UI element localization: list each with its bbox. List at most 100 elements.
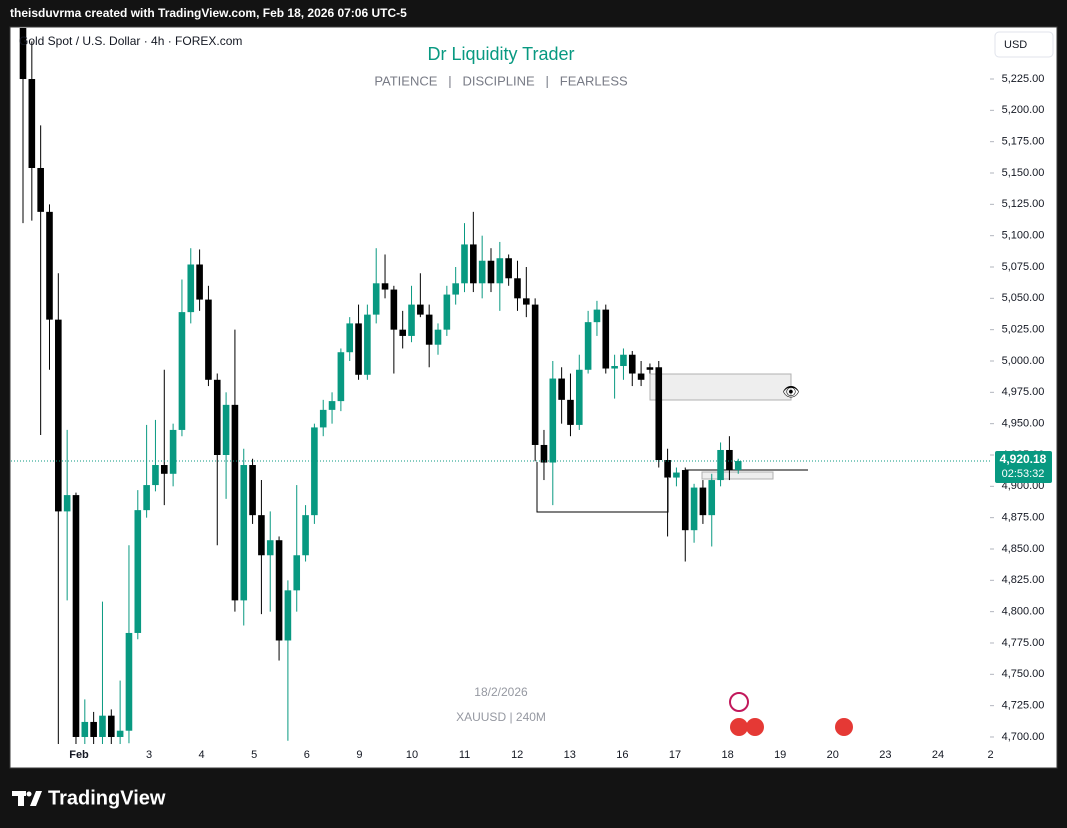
candle-body bbox=[372, 283, 380, 315]
x-tick-label: 5 bbox=[251, 749, 257, 761]
y-tick-label: 5,100.00 bbox=[1002, 230, 1045, 242]
x-tick-label: 13 bbox=[564, 749, 576, 761]
x-tick-label: 24 bbox=[932, 749, 944, 761]
zone-box bbox=[649, 373, 792, 401]
candle-body bbox=[46, 211, 53, 320]
candle-body bbox=[258, 515, 265, 556]
candle-body bbox=[655, 367, 663, 461]
brand-logo bbox=[12, 791, 42, 806]
candle-body bbox=[549, 378, 557, 463]
candle-body bbox=[28, 79, 36, 168]
chart-title: Dr Liquidity Trader bbox=[427, 44, 574, 64]
candle-body bbox=[311, 427, 318, 516]
candle-body bbox=[143, 485, 150, 511]
candle-body bbox=[734, 461, 742, 471]
y-tick-label: 5,075.00 bbox=[1002, 261, 1045, 273]
candle-body bbox=[567, 399, 574, 425]
candle-body bbox=[213, 379, 221, 455]
candle-body bbox=[293, 555, 301, 591]
candle-body bbox=[443, 294, 451, 330]
zone-box bbox=[701, 471, 774, 480]
candle-body bbox=[390, 289, 398, 330]
event-icon[interactable] bbox=[729, 692, 749, 712]
candle-body bbox=[134, 510, 142, 633]
candle-body bbox=[628, 354, 636, 374]
candle-body bbox=[152, 465, 159, 486]
candle-body bbox=[487, 260, 495, 284]
x-tick-label: 17 bbox=[669, 749, 681, 761]
candle-body bbox=[523, 298, 530, 305]
event-icon[interactable] bbox=[835, 718, 853, 736]
candle-body bbox=[284, 590, 292, 641]
x-tick-label: 4 bbox=[199, 749, 205, 761]
candle-body bbox=[478, 260, 486, 284]
candle-body bbox=[461, 244, 468, 284]
candle-body bbox=[540, 444, 548, 463]
last-price-box bbox=[995, 451, 1052, 484]
candle-body bbox=[108, 715, 115, 737]
countdown: 02:53:32 bbox=[1002, 468, 1045, 480]
candle-body bbox=[63, 495, 71, 512]
candle-body bbox=[116, 730, 124, 737]
candle-body bbox=[266, 540, 274, 556]
x-tick-label: 6 bbox=[304, 749, 310, 761]
candle-body bbox=[496, 258, 504, 284]
watermark: XAUUSD | 240M bbox=[456, 710, 546, 724]
candle-body bbox=[178, 312, 186, 430]
eye-icon: 👁 bbox=[782, 384, 800, 400]
candle-body bbox=[602, 309, 610, 369]
candle-body bbox=[408, 304, 415, 336]
candle-body bbox=[37, 167, 44, 212]
event-icon[interactable] bbox=[746, 718, 764, 736]
candle-body bbox=[319, 409, 327, 428]
y-tick-label: 5,025.00 bbox=[1002, 324, 1045, 336]
x-tick-label: 12 bbox=[511, 749, 523, 761]
symbol: Gold Spot / U.S. Dollar · 4h · FOREX.com bbox=[19, 34, 242, 48]
candle-body bbox=[417, 304, 424, 315]
currency-button[interactable] bbox=[994, 31, 1054, 58]
y-tick-label: 5,000.00 bbox=[1002, 355, 1045, 367]
candle-body bbox=[381, 283, 389, 290]
candle-body bbox=[673, 472, 680, 478]
candle-body bbox=[399, 329, 406, 336]
y-tick-label: 4,775.00 bbox=[1002, 637, 1045, 649]
brand: TradingView bbox=[48, 787, 166, 809]
candle-body bbox=[337, 352, 345, 402]
x-tick-label: Feb bbox=[69, 749, 89, 761]
candle-body bbox=[646, 367, 654, 370]
y-tick-label: 4,850.00 bbox=[1002, 543, 1045, 555]
candle-body bbox=[425, 314, 433, 345]
candle-body bbox=[708, 480, 716, 516]
currency[interactable]: USD bbox=[1004, 39, 1027, 51]
candle-body bbox=[452, 283, 459, 295]
x-tick-label: 19 bbox=[774, 749, 786, 761]
y-tick-label: 5,225.00 bbox=[1002, 73, 1045, 85]
candle-body bbox=[611, 366, 618, 369]
y-tick-label: 4,975.00 bbox=[1002, 386, 1045, 398]
candle-body bbox=[531, 304, 539, 445]
candle-body bbox=[699, 487, 707, 516]
candle-body bbox=[717, 449, 724, 481]
y-tick-label: 4,800.00 bbox=[1002, 606, 1045, 618]
candle-body bbox=[55, 319, 62, 512]
candle-body bbox=[99, 715, 106, 737]
x-tick-label: 11 bbox=[459, 749, 470, 761]
candle-body bbox=[240, 465, 248, 601]
plot-area: 👁 bbox=[19, 28, 808, 744]
y-tick-label: 4,875.00 bbox=[1002, 512, 1045, 524]
x-tick-label: 18 bbox=[721, 749, 733, 761]
x-tick-label: 10 bbox=[406, 749, 418, 761]
candle-body bbox=[355, 323, 362, 375]
candle-body bbox=[364, 314, 371, 375]
x-tick-label: 23 bbox=[879, 749, 891, 761]
event-icon[interactable] bbox=[730, 718, 748, 736]
y-tick-label: 4,950.00 bbox=[1002, 418, 1045, 430]
watermark: 18/2/2026 bbox=[474, 685, 528, 699]
candle-body bbox=[681, 470, 689, 531]
candle-body bbox=[346, 323, 354, 353]
candle-body bbox=[231, 404, 239, 601]
credit: theisduvrma created with TradingView.com… bbox=[10, 6, 407, 20]
y-tick-label: 5,200.00 bbox=[1002, 104, 1045, 116]
